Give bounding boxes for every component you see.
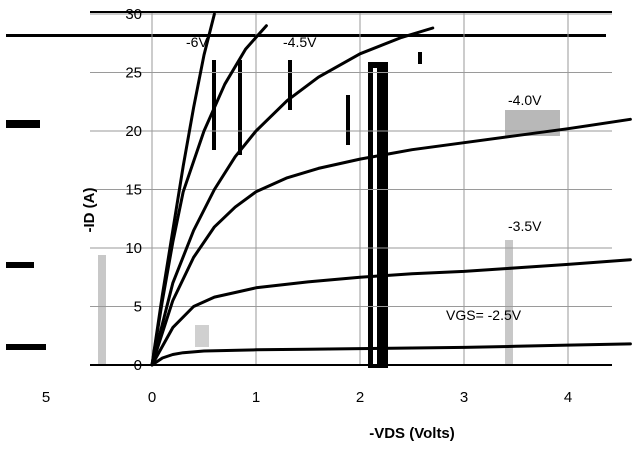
curve-label: -4.0V	[508, 92, 542, 108]
left-margin-label: 5	[42, 389, 50, 406]
x-tick-label: 2	[356, 389, 364, 406]
series-line-3	[150, 26, 435, 367]
artifact-streak	[288, 60, 292, 110]
y-tick-label: 25	[125, 65, 142, 82]
series-line-6	[150, 342, 632, 367]
series-curves	[150, 12, 632, 367]
y-tick-label: 10	[125, 240, 142, 257]
artifact-gray-strip	[505, 240, 513, 365]
artifact-streak	[418, 52, 422, 64]
curve-label: VGS= -2.5V	[446, 307, 522, 323]
curve-label: -4.5V	[283, 34, 317, 50]
artifact-left-mark	[6, 120, 40, 128]
y-tick-label: 15	[125, 182, 142, 199]
y-tick-label: 0	[134, 357, 142, 374]
artifact-bar	[368, 62, 388, 368]
y-tick-label: 30	[125, 6, 142, 23]
artifact-streak	[238, 60, 242, 155]
artifact-gray-patch	[195, 325, 209, 347]
curve-label: -3.5V	[508, 218, 542, 234]
x-axis-title: -VDS (Volts)	[369, 425, 455, 442]
artifact-gray-strip	[98, 255, 106, 365]
grid-lines	[90, 11, 612, 366]
x-tick-label: 0	[148, 389, 156, 406]
x-tick-label: 4	[564, 389, 572, 406]
x-tick-label: 1	[252, 389, 260, 406]
y-tick-label: 5	[134, 299, 142, 316]
axis-labels: -VDS (Volts) -ID (A)	[81, 188, 455, 443]
series-line-5	[150, 258, 632, 367]
curve-label: -6V	[186, 34, 208, 50]
artifact-bar-gap	[373, 68, 377, 364]
artifact-left-mark	[6, 262, 34, 268]
x-tick-label: 3	[460, 389, 468, 406]
artifact-streak	[346, 95, 350, 145]
series-line-2	[150, 24, 268, 367]
y-axis-title: -ID (A)	[81, 188, 98, 233]
y-tick-label: 20	[125, 123, 142, 140]
series-line-4	[150, 117, 632, 367]
curve-labels: -6V -4.5V -4.0V -3.5V VGS= -2.5V	[186, 34, 542, 323]
artifact-left-mark	[6, 344, 46, 350]
tick-labels: 0 5 10 15 20 25 30 0 1 2 3 4 5	[42, 6, 572, 406]
artifact-top-line	[6, 34, 606, 37]
